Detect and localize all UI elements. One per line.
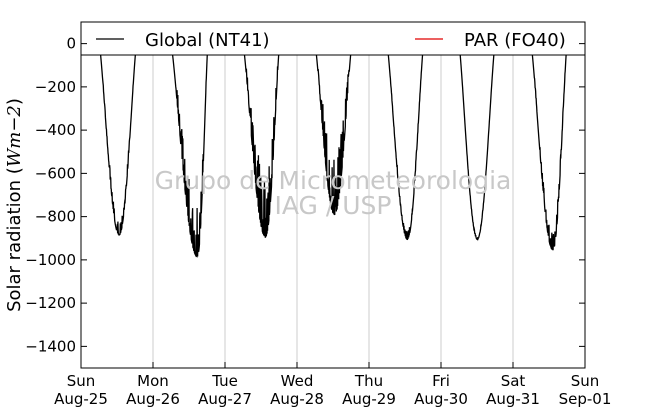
y-tick-label: −1000 [25,251,76,269]
x-tick-label-day: Sun [67,372,96,390]
grid [152,55,514,368]
legend: Global (NT41) PAR (FO40) [80,21,586,56]
x-tick-label-date: Aug-29 [342,390,396,408]
x-tick-label-date: Aug-25 [54,390,108,408]
y-tick-label: −400 [35,121,76,139]
x-tick-label-day: Wed [281,372,314,390]
x-axis: SunAug-25MonAug-26TueAug-27WedAug-28ThuA… [54,362,611,408]
y-axis: 0 −200 −400 −600 −800 −1000 −1200 −1400 [25,35,585,355]
y-tick-label: 0 [66,35,76,53]
plot-frame [80,21,586,369]
y-tick-label: −1200 [25,294,76,312]
x-tick-label-day: Thu [354,372,383,390]
y-tick-label: −1400 [25,337,76,355]
y-tick-label: −800 [35,208,76,226]
y-axis-label: Solar radiation (Wm−2) [4,98,25,312]
x-tick-label-date: Sep-01 [559,390,612,408]
x-tick-label-date: Aug-26 [126,390,180,408]
y-tick-label: −200 [35,78,76,96]
watermark: Grupo de Micrometeorologia IAG / USP [155,166,512,220]
series-line-global [81,42,585,258]
legend-label-global: Global (NT41) [145,30,270,51]
x-tick-label-day: Sat [501,372,526,390]
series-layer [81,42,585,258]
x-tick-label-day: Tue [211,372,238,390]
y-tick-label: −600 [35,164,76,182]
watermark-line-2: IAG / USP [275,191,392,220]
x-tick-label-day: Mon [137,372,169,390]
x-tick-label-day: Fri [432,372,450,390]
watermark-line-1: Grupo de Micrometeorologia [155,166,512,195]
legend-label-par: PAR (FO40) [464,30,566,51]
x-tick-label-date: Aug-27 [198,390,252,408]
x-tick-label-date: Aug-30 [414,390,468,408]
x-tick-label-date: Aug-31 [486,390,540,408]
x-tick-label-day: Sun [571,372,600,390]
x-tick-label-date: Aug-28 [270,390,324,408]
